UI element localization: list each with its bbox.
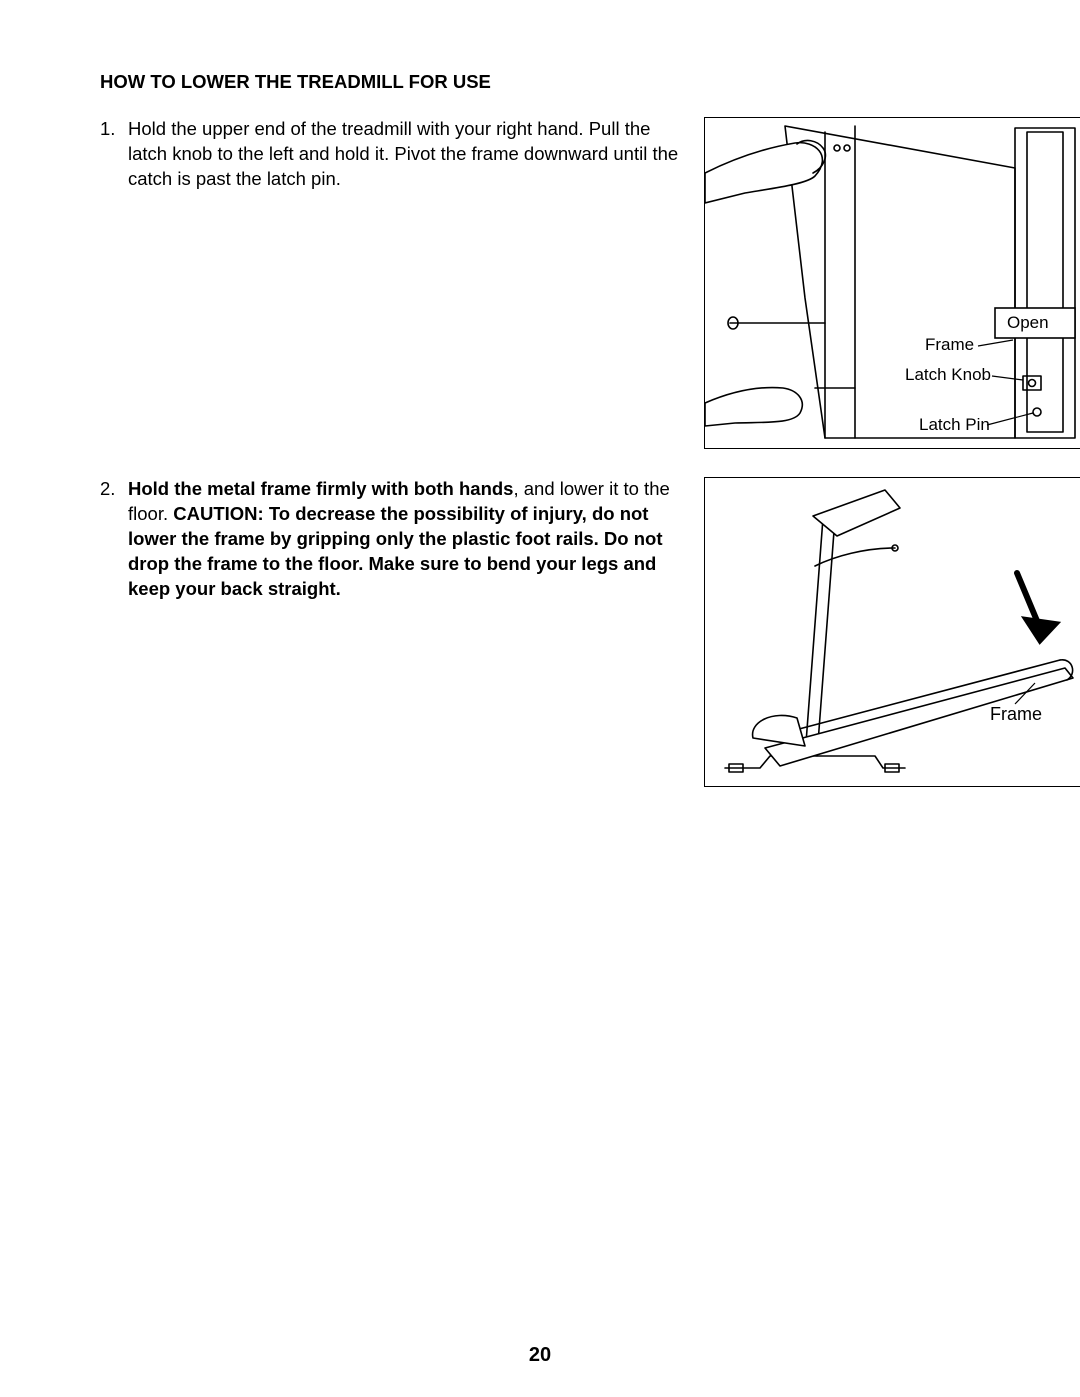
label-latch-pin: Latch Pin: [919, 415, 990, 434]
figure-1-svg: Open Frame Latch Knob Latch Pin: [705, 118, 1080, 448]
figure-2-svg: Frame: [705, 478, 1080, 786]
step-1-row: 1. Hold the upper end of the treadmill w…: [100, 117, 990, 449]
figure-1: Open Frame Latch Knob Latch Pin: [704, 117, 1080, 449]
step-item: 1. Hold the upper end of the treadmill w…: [100, 117, 680, 192]
figure-2-col: Frame: [704, 477, 1080, 787]
step-number: 1.: [100, 117, 128, 192]
step-body: Hold the metal frame firmly with both ha…: [128, 477, 680, 602]
label-frame: Frame: [925, 335, 974, 354]
step-body: Hold the upper end of the treadmill with…: [128, 117, 680, 192]
step-2-row: 2. Hold the metal frame firmly with both…: [100, 477, 990, 787]
step-2-bold-lead: Hold the metal frame firmly with both ha…: [128, 478, 513, 499]
label-open: Open: [1007, 313, 1049, 332]
step-item: 2. Hold the metal frame firmly with both…: [100, 477, 680, 602]
arrow-icon: [1017, 573, 1055, 640]
step-2-text: 2. Hold the metal frame firmly with both…: [100, 477, 680, 602]
manual-page: HOW TO LOWER THE TREADMILL FOR USE 1. Ho…: [0, 0, 1080, 1397]
label-latch-knob: Latch Knob: [905, 365, 991, 384]
step-1-text: 1. Hold the upper end of the treadmill w…: [100, 117, 680, 192]
step-number: 2.: [100, 477, 128, 602]
figure-2: Frame: [704, 477, 1080, 787]
figure-1-col: Open Frame Latch Knob Latch Pin: [704, 117, 1080, 449]
label-frame-2: Frame: [990, 704, 1042, 724]
page-number: 20: [0, 1342, 1080, 1369]
section-heading: HOW TO LOWER THE TREADMILL FOR USE: [100, 70, 990, 95]
step-2-caution: CAUTION: To decrease the possibility of …: [128, 503, 663, 599]
